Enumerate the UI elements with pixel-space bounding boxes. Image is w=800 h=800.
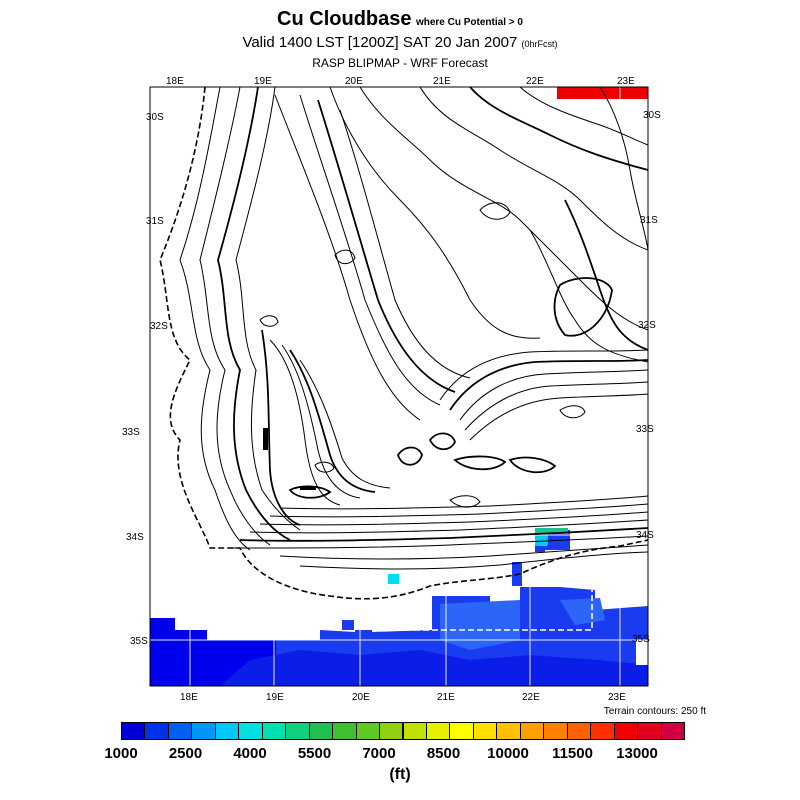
- colorbar-swatch: [519, 722, 545, 740]
- lat-left-3: 33S: [122, 427, 140, 438]
- colorbar-swatch: [637, 722, 662, 740]
- lat-right-0: 30S: [643, 110, 661, 121]
- colorbar-swatch: [261, 722, 287, 740]
- colorbar-tick-label: 4000: [233, 745, 267, 762]
- graticule: [150, 87, 648, 686]
- colorbar-tick-label: 13000: [616, 745, 658, 762]
- colorbar-swatch: [144, 722, 169, 740]
- lon-bottom-3: 21E: [437, 692, 455, 703]
- lon-top-3: 21E: [433, 76, 451, 87]
- colorbar-tick-label: 5500: [297, 745, 332, 762]
- title-main: Cu Cloudbase: [277, 8, 412, 30]
- lat-left-1: 31S: [146, 216, 164, 227]
- colorbar-swatch: [214, 722, 240, 740]
- axis-labels: 18E 19E 20E 21E 22E 23E 18E 19E 20E 21E …: [122, 76, 661, 703]
- colorbar-tick-label: 8500: [426, 745, 461, 762]
- lat-left-0: 30S: [146, 112, 164, 123]
- title-note: where Cu Potential > 0: [415, 17, 523, 28]
- lon-bottom-4: 22E: [522, 692, 540, 703]
- lon-bottom-2: 20E: [352, 692, 370, 703]
- lon-top-5: 23E: [617, 76, 635, 87]
- colorbar-swatch: [238, 722, 263, 740]
- lon-top-4: 22E: [526, 76, 544, 87]
- lon-top-2: 20E: [345, 76, 363, 87]
- colorbar-tick-label: 1000: [104, 745, 138, 762]
- colorbar-units: (ft): [389, 766, 411, 783]
- chart-title: Cu Cloudbase where Cu Potential > 0: [0, 8, 800, 31]
- lat-right-4: 34S: [636, 530, 654, 541]
- coastline: [159, 87, 648, 600]
- colorbar-swatch: [472, 722, 498, 740]
- fill-dark-south: [220, 650, 648, 686]
- lon-top-0: 18E: [166, 76, 184, 87]
- colorbar-swatch: [590, 722, 615, 740]
- lon-bottom-0: 18E: [180, 692, 198, 703]
- fill-white-notch: [636, 640, 648, 665]
- lat-right-1: 31S: [640, 215, 658, 226]
- colorbar-swatch: [167, 722, 193, 740]
- lon-bottom-5: 23E: [608, 692, 626, 703]
- colorbar-swatch: [660, 722, 685, 740]
- colorbar-swatch: [355, 722, 381, 740]
- lat-left-4: 34S: [126, 532, 144, 543]
- lat-right-2: 32S: [638, 320, 656, 331]
- colorbar-swatch: [402, 722, 427, 740]
- lat-right-3: 33S: [636, 424, 654, 435]
- subtitle: RASP BLIPMAP - WRF Forecast: [312, 56, 488, 70]
- colorbar-swatch: [191, 722, 216, 740]
- fill-red-patch: [557, 87, 648, 99]
- colorbar-swatch: [496, 722, 521, 740]
- valid-time: Valid 1400 LST [1200Z] SAT 20 Jan 2007 (…: [0, 34, 800, 51]
- forecast-hour: (0hrFcst): [521, 39, 558, 49]
- colorbar-tick-label: 2500: [168, 745, 203, 762]
- lat-left-5: 35S: [130, 636, 148, 647]
- colorbar-swatch: [566, 722, 592, 740]
- terrain-note: Terrain contours: 250 ft: [603, 706, 706, 717]
- colorbar-swatch: [379, 722, 404, 740]
- colorbar-swatch: [332, 722, 357, 740]
- fill-cyan-patch: [388, 574, 399, 584]
- colorbar-tick-label: 11500: [552, 745, 593, 762]
- colorbar-swatch: [613, 722, 639, 740]
- colorbar-swatch: [449, 722, 474, 740]
- map-frame: [149, 86, 649, 687]
- lat-left-2: 32S: [150, 321, 168, 332]
- cloudbase-fill: [150, 87, 648, 686]
- colorbar-swatch: [121, 722, 146, 740]
- lon-top-1: 19E: [254, 76, 272, 87]
- fill-mid-blue: [440, 598, 605, 650]
- colorbar-tick-label: 10000: [487, 745, 529, 762]
- colorbar-swatch: [543, 722, 568, 740]
- terrain-contours: [159, 87, 648, 631]
- colorbar-swatch: [285, 722, 310, 740]
- lat-right-5: 35S: [632, 634, 650, 645]
- colorbar-tick-label: 7000: [362, 745, 396, 762]
- valid-text: Valid 1400 LST [1200Z] SAT 20 Jan 2007: [242, 34, 518, 51]
- colorbar-swatch: [308, 722, 334, 740]
- fill-blue-patch-1: [342, 620, 354, 630]
- colorbar-swatch: [425, 722, 451, 740]
- lon-bottom-1: 19E: [266, 692, 284, 703]
